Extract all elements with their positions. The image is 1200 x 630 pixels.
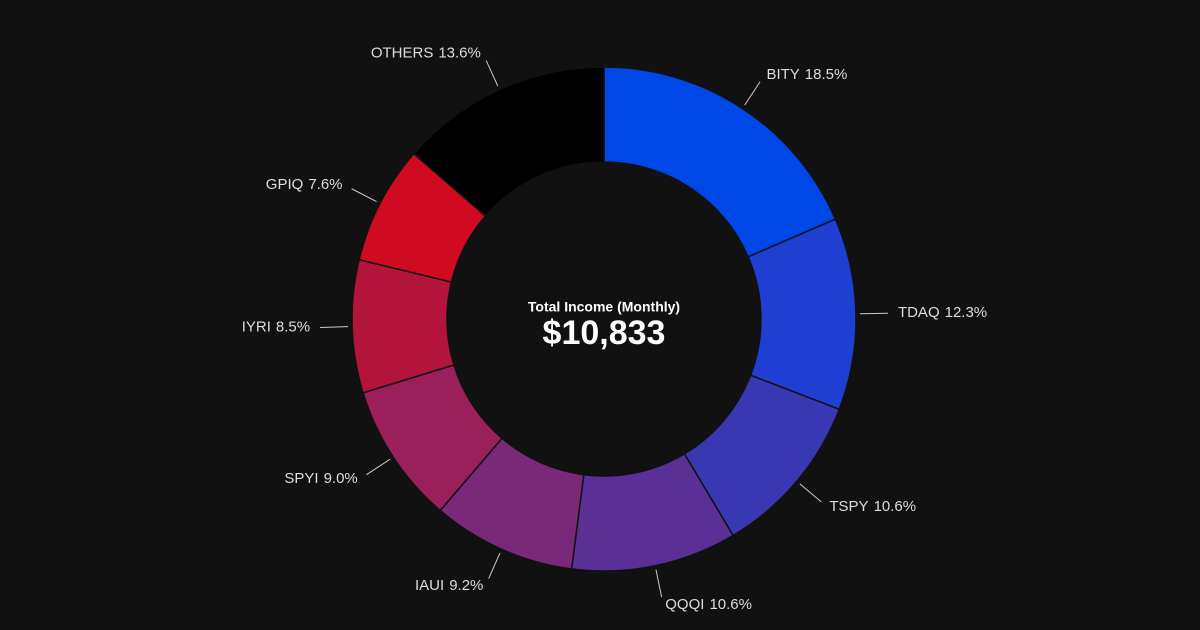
leader-line	[744, 81, 761, 106]
leader-line	[485, 60, 499, 87]
slice-value: 10.6%	[874, 498, 917, 515]
slice-value: 9.2%	[449, 577, 483, 594]
slice-value: 9.0%	[324, 470, 358, 487]
slice-value: 12.3%	[945, 304, 988, 321]
slice-label: BITY 18.5%	[766, 66, 847, 83]
leader-line	[655, 569, 663, 598]
slice-label: QQQI 10.6%	[665, 596, 752, 613]
donut-slice	[412, 66, 605, 218]
donut-slice	[603, 66, 837, 258]
slice-label: IAUI 9.2%	[415, 577, 483, 594]
slice-label: OTHERS 13.6%	[371, 44, 481, 61]
slice-value: 18.5%	[805, 66, 848, 83]
slice-name: SPYI	[284, 470, 318, 487]
slice-name: IAUI	[415, 577, 444, 594]
slice-name: GPIQ	[266, 176, 304, 193]
slice-value: 13.6%	[438, 44, 481, 61]
center-title: Total Income (Monthly)	[528, 299, 680, 315]
slice-value: 10.6%	[709, 596, 752, 613]
leader-line	[351, 188, 377, 203]
slice-value: 8.5%	[276, 319, 310, 336]
leader-line	[366, 458, 391, 476]
slice-label: GPIQ 7.6%	[266, 176, 343, 193]
slice-name: IYRI	[242, 319, 271, 336]
slice-name: OTHERS	[371, 44, 434, 61]
slice-value: 7.6%	[308, 176, 342, 193]
leader-line	[859, 312, 888, 315]
center-value: $10,833	[543, 314, 666, 352]
slice-label: TSPY 10.6%	[829, 498, 916, 515]
slice-label: IYRI 8.5%	[242, 319, 310, 336]
leader-line	[488, 552, 501, 579]
slice-name: TDAQ	[898, 304, 940, 321]
slice-name: TSPY	[829, 498, 868, 515]
leader-line	[320, 326, 349, 328]
slice-label: TDAQ 12.3%	[898, 304, 987, 321]
slice-name: QQQI	[665, 596, 704, 613]
slice-name: BITY	[766, 66, 799, 83]
leader-line	[799, 483, 822, 503]
slice-label: SPYI 9.0%	[284, 470, 357, 487]
